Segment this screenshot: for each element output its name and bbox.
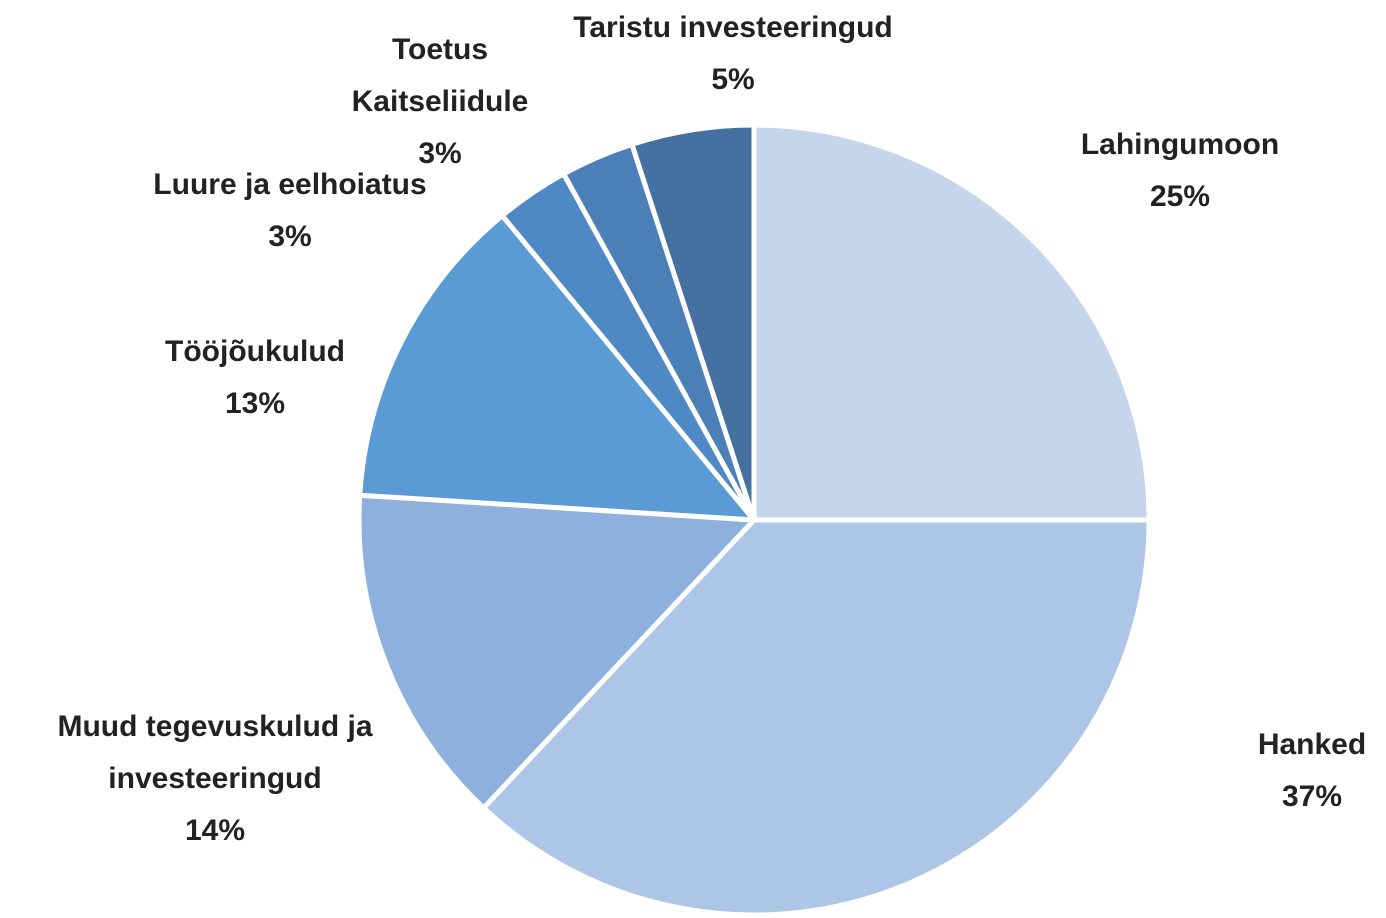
category-name: Tööjõukulud — [165, 335, 345, 368]
slice-label: Toetus Kaitseliidule 3% — [320, 24, 560, 180]
category-name: Taristu investeeringud — [573, 11, 893, 44]
value-label: 13% — [224, 387, 286, 420]
value-label: 25% — [1149, 180, 1211, 213]
category-name: Muud tegevuskulud ja investeeringud — [57, 710, 373, 795]
slice-label: Hanked 37% — [1162, 719, 1386, 823]
pie-slice — [629, 122, 757, 523]
slice-label: Muud tegevuskulud ja investeeringud 14% — [25, 701, 405, 857]
pie-slice — [751, 122, 1152, 523]
slice-label: Tööjõukulud 13% — [55, 326, 455, 430]
pie-slice — [357, 213, 757, 523]
value-label: 5% — [711, 63, 755, 96]
slice-label: Taristu investeeringud 5% — [433, 2, 1033, 106]
value-label: 14% — [184, 814, 246, 847]
slice-label: Luure ja eelhoiatus 3% — [40, 159, 540, 263]
slice-label: Lahingumoon 25% — [930, 119, 1386, 223]
value-label: 37% — [1281, 780, 1343, 813]
pie-slice — [356, 492, 757, 811]
category-name: Hanked — [1257, 728, 1367, 761]
value-label: 3% — [418, 137, 462, 170]
pie-slice — [481, 517, 1152, 918]
value-label: 3% — [268, 220, 312, 253]
category-name: Toetus Kaitseliidule — [351, 33, 529, 118]
category-name: Luure ja eelhoiatus — [153, 168, 427, 201]
category-name: Lahingumoon — [1080, 128, 1280, 161]
